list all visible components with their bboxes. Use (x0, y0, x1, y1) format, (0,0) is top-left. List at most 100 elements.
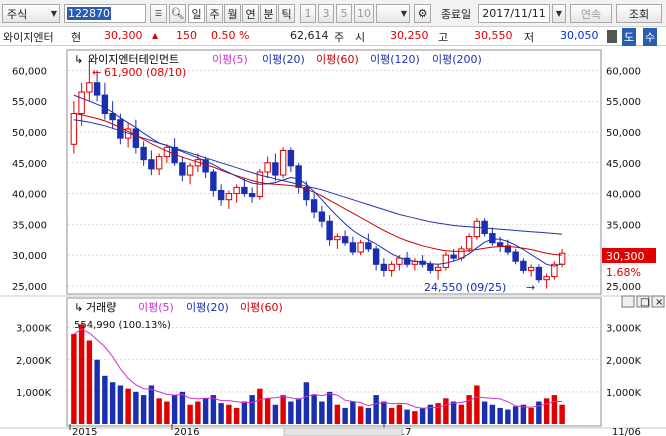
maximize-icon[interactable] (636, 295, 650, 308)
volume-bar (202, 398, 209, 424)
volume-tick-label-right: 1,000K (606, 388, 642, 399)
candle-body (520, 260, 527, 271)
volume-max-note: 554,990 (100.13%) (74, 320, 171, 331)
volume-bar (551, 395, 558, 424)
side-button-su[interactable]: 수 (643, 28, 658, 46)
volume-bar (427, 404, 434, 424)
volume-legend-ma60: 이평(60) (240, 301, 283, 314)
volume-bar (171, 395, 178, 424)
volume-bar (86, 340, 93, 424)
volume-bar (497, 407, 503, 424)
date-input[interactable]: 2017/11/11 (478, 4, 550, 23)
candle-body (217, 189, 225, 201)
code-list-button[interactable]: ☰ (150, 4, 167, 23)
ma120-line (73, 119, 563, 235)
panel-controls[interactable]: □ × (621, 295, 665, 308)
candle-body (140, 146, 147, 161)
price-tick-label-right: 40,000 (606, 190, 641, 201)
volume-bar (559, 404, 565, 424)
volume-bar (226, 404, 232, 424)
candle-body (535, 266, 543, 281)
volume-bar (458, 404, 465, 424)
stock-code-input[interactable]: 122870 (64, 4, 146, 23)
period-week-label: 주 (209, 7, 220, 21)
settings-button[interactable]: ⚙ (414, 4, 431, 23)
price-tick-label-right: 55,000 (606, 97, 641, 108)
volume-axis: 3,000K 3,000K 2,000K 2,000K 1,000K 1,000K (16, 324, 642, 399)
interval-1-button[interactable]: 1 (300, 4, 316, 23)
time-tick-label: 11/06 (612, 427, 641, 436)
price-tick-label-right: 25,000 (606, 282, 641, 293)
volume-bar (536, 401, 542, 424)
candle-body (473, 220, 481, 238)
interval-5-button[interactable]: 5 (336, 4, 352, 23)
candle-body (148, 159, 155, 170)
side-button-do[interactable]: 도 (622, 28, 637, 46)
horizontal-scrollbar[interactable] (283, 427, 403, 436)
period-tick-button[interactable]: 틱 (278, 4, 295, 23)
high-price: 30,550 (474, 29, 513, 42)
period-year-label: 연 (245, 7, 256, 21)
time-tick-label: 2015 (72, 427, 97, 436)
volume-bar (249, 395, 255, 424)
candle-body (109, 113, 116, 121)
high-label: 고 (438, 31, 449, 44)
period-year-button[interactable]: 연 (242, 4, 259, 23)
search-query-label: 조회 (628, 7, 650, 21)
price-legend: ↳ 와이지엔터테인먼트 이평(5) 이평(20) 이평(60) 이평(120) … (74, 53, 482, 66)
interval-1-label: 1 (304, 7, 312, 20)
price-tick-label-left: 30,000 (12, 251, 47, 262)
volume-bar (264, 398, 271, 424)
high-annotation: 61,900 (08/10) (104, 66, 186, 79)
interval-select[interactable]: ▼ (376, 4, 410, 23)
candle-body (450, 254, 457, 259)
volume-bar (303, 382, 310, 424)
search-query-button[interactable]: 조회 (616, 4, 662, 23)
candle-body (318, 211, 326, 222)
candle-body (241, 186, 248, 195)
period-month-button[interactable]: 월 (224, 4, 241, 23)
period-week-button[interactable]: 주 (206, 4, 223, 23)
restore-icon[interactable] (621, 295, 635, 308)
candle-body (287, 149, 295, 167)
interval-5-label: 5 (340, 7, 348, 20)
interval-3-button[interactable]: 3 (318, 4, 334, 23)
period-minute-button[interactable]: 분 (260, 4, 277, 23)
candle-body (349, 242, 357, 253)
market-select[interactable]: 주식 ▼ (2, 4, 60, 23)
interval-10-button[interactable]: 10 (354, 4, 374, 23)
candle-body (365, 242, 372, 250)
legend-ma5: 이평(5) (212, 53, 248, 66)
candle-body (101, 94, 109, 115)
volume-bar (179, 391, 186, 424)
last-change-label: 1.68% (606, 266, 641, 279)
candle-body (504, 245, 512, 253)
volume-bar (295, 398, 302, 424)
interval-10-label: 10 (357, 7, 371, 20)
volume-bar (342, 407, 348, 424)
period-day-button[interactable]: 일 (188, 4, 205, 23)
up-arrow-icon: ▲ (152, 31, 159, 40)
legend-ma20: 이평(20) (262, 53, 305, 66)
candle-body (272, 162, 279, 176)
date-picker-button[interactable]: ▼ (552, 4, 566, 23)
candle-body (225, 193, 233, 201)
chart-svg: 60,000 60,000 55,000 55,000 50,000 50,000 45,0… (0, 49, 666, 436)
volume-bar (280, 395, 286, 424)
volume-ma5-line (73, 328, 563, 409)
change-percent: 0.50 % (211, 29, 250, 42)
volume-bar (117, 385, 124, 424)
period-tick-label: 틱 (281, 7, 292, 21)
chevron-down-icon: ▼ (50, 9, 57, 18)
price-tick-label-left: 55,000 (12, 97, 47, 108)
close-icon[interactable] (651, 295, 665, 308)
volume-legend-icon: ↳ (74, 301, 83, 314)
search-button[interactable]: 🔍︎ (169, 4, 186, 23)
volume-tick-label-left: 2,000K (16, 356, 52, 367)
price-tick-label-right: 50,000 (606, 128, 641, 139)
volume-bar (450, 401, 457, 424)
panel-toggle-icon[interactable] (607, 30, 617, 43)
last-price-label: 30,300 (606, 250, 645, 263)
continuous-button[interactable]: 연속 (570, 4, 612, 23)
stock-chart[interactable]: 60,000 60,000 55,000 55,000 50,000 50,000 45,0… (0, 46, 666, 436)
